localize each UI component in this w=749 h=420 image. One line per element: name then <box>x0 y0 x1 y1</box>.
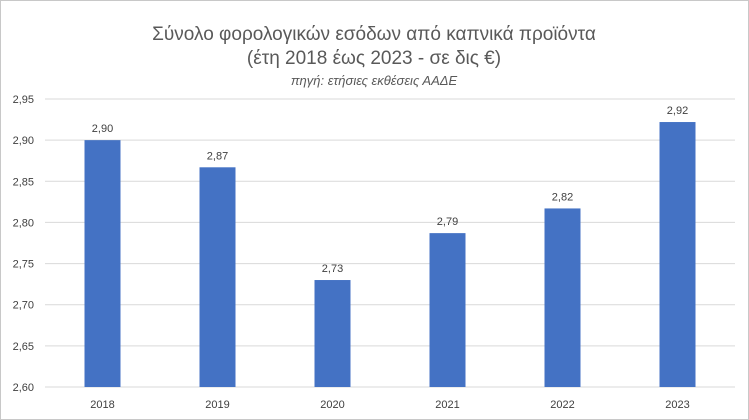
x-tick-label-2023: 2023 <box>665 399 689 411</box>
data-label-2018: 2,90 <box>92 123 113 135</box>
x-axis-tick-labels: 2018 2019 2020 2021 2022 2023 <box>90 399 689 411</box>
bar-2019 <box>199 167 236 387</box>
data-label-2021: 2,79 <box>437 216 458 228</box>
x-tick-label-2020: 2020 <box>320 399 344 411</box>
data-label-2020: 2,73 <box>322 263 343 275</box>
y-tick-label: 2,95 <box>13 94 34 106</box>
chart-title-line-1: Σύνολο φορολογικών εσόδων από καπνικά πρ… <box>152 24 596 45</box>
y-tick-label: 2,80 <box>13 217 34 229</box>
chart-subtitle: πηγή: ετήσιες εκθέσεις ΑΑΔΕ <box>291 73 458 88</box>
bar-2022 <box>544 208 581 387</box>
y-tick-label: 2,60 <box>13 382 34 394</box>
bars <box>84 122 696 387</box>
x-tick-label-2021: 2021 <box>435 399 459 411</box>
y-tick-label: 2,85 <box>13 176 34 188</box>
data-labels: 2,90 2,87 2,73 2,79 2,82 2,92 <box>92 105 688 275</box>
data-label-2022: 2,82 <box>552 191 573 203</box>
x-tick-label-2018: 2018 <box>90 399 114 411</box>
y-tick-label: 2,65 <box>13 341 34 353</box>
chart-title-line-2: (έτη 2018 έως 2023 - σε δις €) <box>247 48 501 69</box>
x-tick-label-2022: 2022 <box>550 399 574 411</box>
x-tick-label-2019: 2019 <box>205 399 229 411</box>
data-label-2023: 2,92 <box>667 105 688 117</box>
data-label-2019: 2,87 <box>207 150 228 162</box>
bar-2020 <box>314 280 351 387</box>
y-tick-label: 2,70 <box>13 300 34 312</box>
bar-2018 <box>84 140 121 387</box>
y-axis-tick-labels: 2,60 2,65 2,70 2,75 2,80 2,85 2,90 2,95 <box>13 94 34 394</box>
y-tick-label: 2,90 <box>13 135 34 147</box>
y-tick-label: 2,75 <box>13 259 34 271</box>
bar-2023 <box>659 122 696 387</box>
bar-2021 <box>429 233 466 387</box>
grid-lines <box>45 98 735 388</box>
